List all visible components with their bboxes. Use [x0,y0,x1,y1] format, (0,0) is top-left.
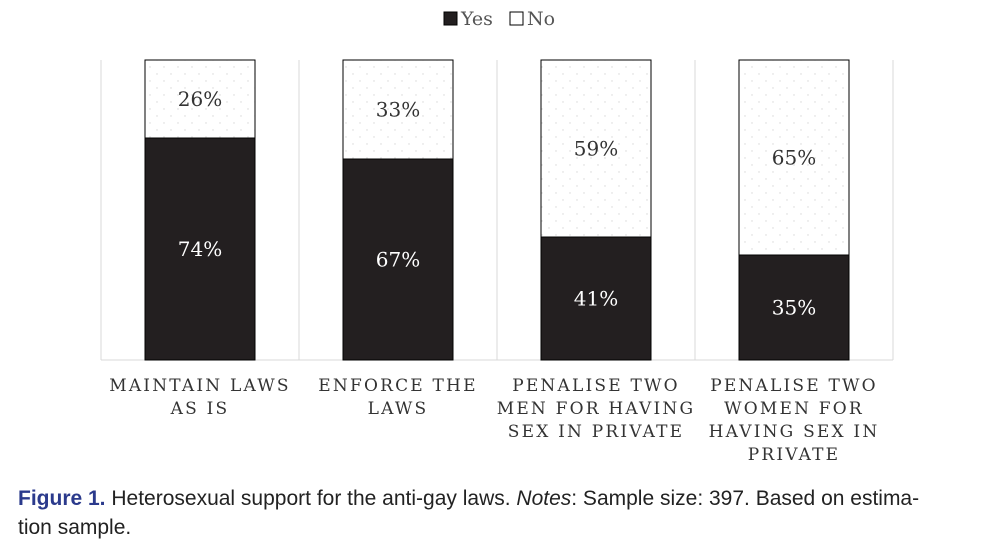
legend-swatch-no [509,11,524,26]
data-label-yes-1: 67% [376,248,420,272]
data-label-yes-3: 35% [772,296,816,320]
x-tick-line: PRIVATE [748,445,841,465]
notes-text: : Sample size: 397. Based on estima- tio… [18,487,920,539]
bar-no-2 [540,59,652,238]
figure-label: Figure 1. [18,487,106,510]
x-tick-line: PENALISE TWO [512,376,680,396]
caption-text: Heterosexual support for the anti-gay la… [105,487,517,510]
x-tick-line: MAINTAIN LAWS [109,376,291,396]
legend: Yes No [443,8,555,30]
legend-swatch-yes [443,11,458,26]
stacked-bar-chart: 74% 26% 67% 33% 41% 59% 35% 65% MAINTAIN LAWS AS… [100,8,894,465]
x-tick-label-0: MAINTAIN LAWS AS IS [109,376,291,419]
bars-group [144,59,850,361]
bar-no-3 [738,59,850,256]
x-tick-line: ENFORCE THE [318,376,477,396]
bar-no-1 [342,59,454,160]
x-tick-label-2: PENALISE TWO MEN FOR HAVING SEX IN PRIVATE [497,376,696,442]
data-label-no-1: 33% [376,98,420,122]
x-tick-label-3: PENALISE TWO WOMEN FOR HAVING SEX IN PRIVAT… [709,376,880,465]
legend-label-no: No [527,8,555,30]
data-label-yes-0: 74% [178,237,222,261]
bar-yes-2 [540,236,652,361]
x-tick-label-1: ENFORCE THE LAWS [318,376,477,419]
data-label-yes-2: 41% [574,287,618,311]
x-tick-line: AS IS [170,399,230,419]
x-tick-line: PENALISE TWO [710,376,878,396]
x-tick-line: MEN FOR HAVING [497,399,696,419]
bar-yes-3 [738,254,850,361]
x-tick-line: LAWS [368,399,429,419]
figure-caption: Figure 1. Heterosexual support for the a… [18,484,978,542]
legend-label-yes: Yes [460,8,493,30]
notes-label: Notes [516,487,572,510]
data-labels-group: 74% 26% 67% 33% 41% 59% 35% 65% [178,87,816,320]
bar-yes-1 [342,158,454,361]
x-tick-line: SEX IN PRIVATE [508,422,685,442]
x-tick-line: WOMEN FOR [724,399,864,419]
x-axis-tick-labels: MAINTAIN LAWS AS IS ENFORCE THE LAWS PENALIS… [109,376,880,465]
data-label-no-3: 65% [772,146,816,170]
x-tick-line: HAVING SEX IN [709,422,880,442]
data-label-no-2: 59% [574,137,618,161]
data-label-no-0: 26% [178,87,222,111]
bar-no-0 [144,59,256,139]
bar-yes-0 [144,137,256,361]
